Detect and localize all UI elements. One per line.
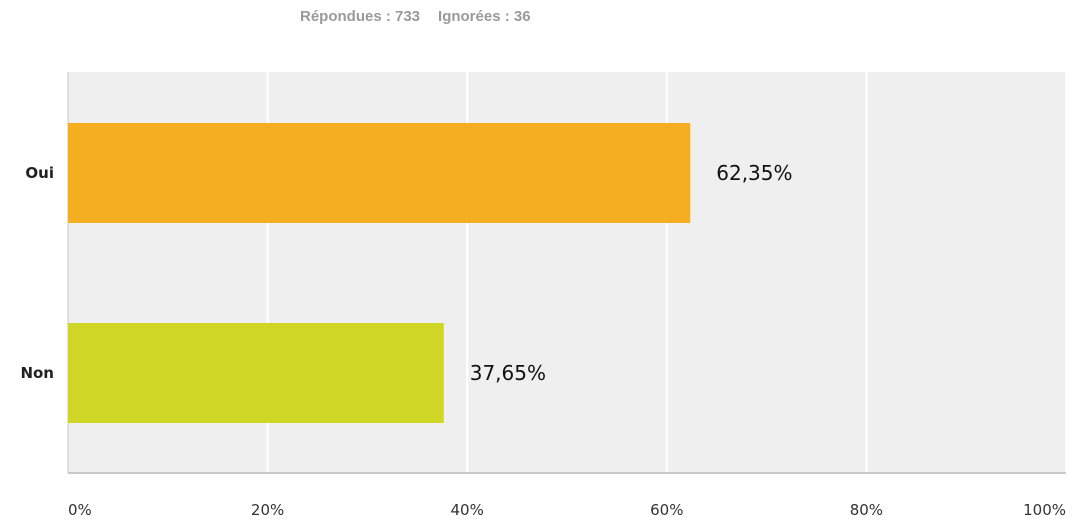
x-tick-label-100: 100% bbox=[1023, 501, 1066, 519]
x-tick-label-60: 60% bbox=[650, 501, 683, 519]
bar-oui bbox=[68, 123, 691, 223]
x-tick-label-80: 80% bbox=[850, 501, 883, 519]
skipped-count: Ignorées : 36 bbox=[438, 8, 531, 25]
response-stats: Répondues : 733 Ignorées : 36 bbox=[0, 8, 1073, 25]
value-label-non: 37,65% bbox=[470, 361, 546, 385]
x-tick-label-20: 20% bbox=[251, 501, 284, 519]
value-label-oui: 62,35% bbox=[716, 161, 792, 185]
category-label-non: Non bbox=[20, 364, 54, 382]
answered-count: Répondues : 733 bbox=[300, 8, 421, 25]
x-tick-label-0: 0% bbox=[68, 501, 92, 519]
bar-non bbox=[68, 323, 444, 423]
x-tick-label-40: 40% bbox=[451, 501, 484, 519]
category-label-oui: Oui bbox=[25, 164, 54, 182]
